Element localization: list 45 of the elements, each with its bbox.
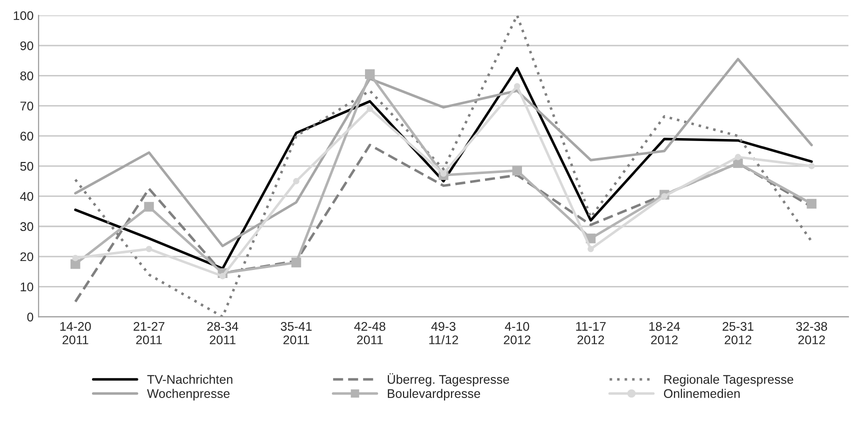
- y-tick-label: 70: [20, 102, 34, 110]
- x-tick-label: 21-27 2011: [134, 322, 164, 344]
- x-tick-label: 28-34 2011: [207, 322, 238, 344]
- point: [220, 272, 226, 280]
- point: [808, 162, 815, 170]
- point: [70, 259, 80, 269]
- point: [512, 166, 522, 176]
- y-tick-label: 20: [20, 252, 34, 262]
- point: [144, 202, 154, 212]
- y-tick-label: 100: [14, 11, 34, 20]
- x-tick-label: 4-10 2012: [504, 322, 530, 344]
- x-tick-label: 14-20 2011: [60, 322, 91, 344]
- point: [72, 254, 78, 262]
- point: [734, 154, 742, 160]
- legend-label: Wochenpresse: [147, 388, 230, 400]
- point: [366, 106, 373, 112]
- point: [440, 170, 447, 177]
- legend-label: Regionale Tagespresse: [664, 374, 794, 386]
- x-tick-label: 18-24 2012: [649, 322, 680, 344]
- x-tick-label: 42-48 2011: [354, 322, 386, 344]
- x-tick-label: 25-31 2012: [722, 322, 754, 344]
- x-tick-label: 32-38 2012: [796, 322, 828, 344]
- legend-label: Onlinemedien: [664, 388, 740, 398]
- legend-label: Boulevardpresse: [388, 388, 480, 400]
- y-tick-label: 0: [27, 312, 34, 322]
- y-tick-label: 60: [20, 132, 34, 141]
- x-tick-label: 49-3 11/12: [429, 322, 458, 344]
- point: [146, 246, 152, 252]
- y-tick-label: 10: [20, 282, 34, 292]
- line-series: [74, 15, 813, 317]
- y-tick-label: 50: [20, 162, 34, 171]
- y-tick-label: 30: [20, 222, 34, 232]
- legend-label: TV-Nachrichten: [147, 374, 232, 384]
- point: [291, 258, 302, 268]
- y-tick-label: 40: [20, 192, 34, 201]
- point: [588, 246, 594, 252]
- point: [293, 178, 300, 184]
- y-tick-label: 80: [20, 71, 34, 80]
- legend-label: Überreg. Tagespresse: [388, 373, 510, 386]
- point: [514, 83, 520, 90]
- point: [806, 198, 816, 209]
- point: [365, 69, 375, 80]
- x-tick-label: 11-17 2012: [576, 322, 606, 344]
- y-tick-label: 90: [20, 41, 34, 50]
- x-tick-label: 35-41 2011: [280, 322, 312, 344]
